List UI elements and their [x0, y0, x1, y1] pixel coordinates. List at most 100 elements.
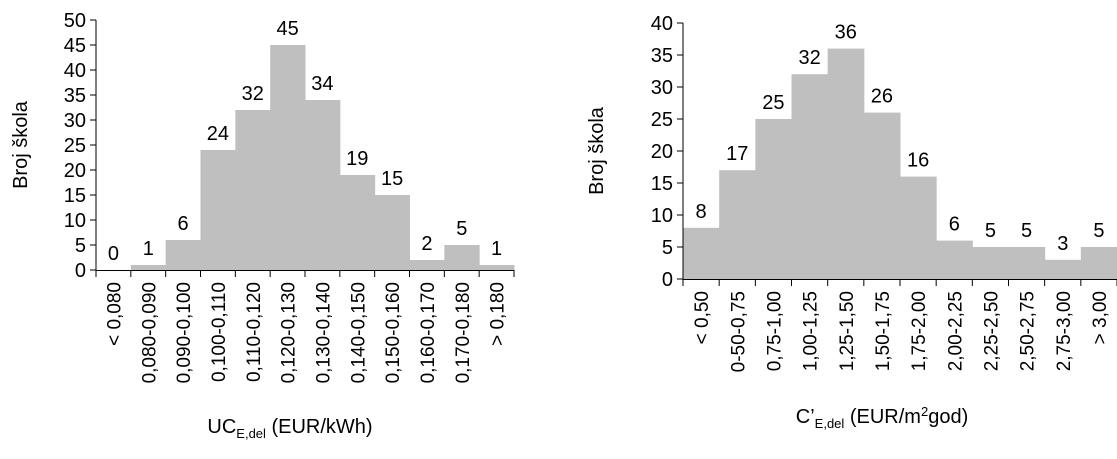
data-label: 17: [726, 143, 748, 165]
data-labels: 8 17 25 32 36 26 16 6 5 5 3 5: [696, 22, 1105, 255]
data-label: 45: [276, 18, 298, 40]
data-label: 36: [835, 22, 857, 44]
x-axis-label: C’E,del (EUR/m2god): [796, 404, 968, 431]
bar: [863, 112, 901, 279]
bar: [791, 74, 829, 279]
x-tick-label: 0,100-0,110: [209, 282, 230, 382]
bar: [409, 260, 445, 270]
x-tick-label: 0,120-0,130: [279, 282, 300, 383]
y-tick-labels: 0 5 10 15 20 25 30 35 40: [651, 13, 673, 291]
data-label: 32: [242, 83, 264, 105]
data-label: 34: [311, 73, 333, 95]
x-tick-label: 2,50-2,75: [1018, 291, 1039, 371]
bar: [1080, 247, 1117, 279]
data-label: 2: [421, 233, 432, 255]
y-tick-label: 30: [64, 110, 86, 132]
x-tick-label: 1,25-1,50: [837, 291, 858, 371]
x-tick-label: 2,00-2,25: [945, 291, 966, 371]
bar: [900, 176, 937, 279]
x-axis-label-unit: (EUR/kWh): [266, 416, 373, 438]
x-tick-labels: < 0,50 0-50-0,75 0,75-1,00 1,00-1,25 1,25-1,…: [692, 291, 1111, 372]
x-tick-label: 2,75-3,00: [1054, 291, 1075, 371]
x-tick-label: > 0,180: [488, 282, 509, 346]
y-tick-label: 5: [75, 235, 86, 257]
x-tick-label: 0,090-0,100: [174, 282, 195, 383]
x-tick-label: 0,140-0,150: [348, 282, 369, 383]
x-tick-label: 2,25-2,50: [981, 291, 1002, 371]
y-tick-label: 0: [75, 260, 86, 282]
bar: [683, 227, 720, 279]
x-tick-labels: < 0,080 0,080-0,090 0,090-0,100 0,100-0,110…: [104, 282, 508, 383]
y-tick-label: 25: [64, 135, 86, 157]
x-tick-label: < 0,080: [104, 282, 125, 346]
y-tick-label: 45: [64, 35, 86, 57]
y-tick-label: 30: [651, 77, 673, 99]
data-label: 0: [108, 243, 119, 265]
bar: [130, 265, 167, 270]
x-tick-label: 1,50-1,75: [873, 291, 894, 371]
bar: [719, 170, 756, 279]
bar: [200, 150, 236, 270]
bar: [339, 175, 376, 270]
y-tick-label: 50: [64, 10, 86, 32]
bar: [1008, 247, 1046, 279]
data-label: 1: [143, 238, 154, 260]
x-tick-label: < 0,50: [692, 291, 713, 344]
bar: [305, 100, 341, 270]
bar: [936, 240, 973, 279]
y-axis-label: Broj škola: [10, 100, 32, 189]
x-axis-label-main: C’: [796, 406, 815, 428]
data-label: 6: [178, 213, 189, 235]
y-tick-label: 40: [651, 13, 673, 35]
data-label: 5: [1093, 220, 1104, 242]
data-label: 19: [346, 148, 368, 170]
bar: [235, 110, 271, 270]
axes: [90, 19, 515, 277]
data-label: 5: [1021, 220, 1032, 242]
x-axis-label-unit: (EUR/m: [844, 406, 921, 428]
x-axis-label-main: UC: [207, 416, 236, 438]
x-axis-label: UCE,del (EUR/kWh): [207, 416, 372, 441]
x-tick-label: 0,75-1,00: [764, 291, 785, 371]
y-tick-label: 5: [662, 237, 673, 259]
data-label: 26: [871, 86, 893, 108]
data-label: 6: [949, 214, 960, 236]
data-label: 1: [491, 238, 502, 260]
x-tick-label: 1,00-1,25: [801, 291, 822, 371]
bar: [1044, 259, 1082, 279]
data-label: 5: [456, 218, 467, 240]
data-label: 25: [762, 92, 784, 114]
y-tick-label: 20: [651, 141, 673, 163]
x-axis-label-subscript: E,del: [815, 416, 845, 431]
x-axis-label-superscript: 2: [921, 404, 928, 419]
bar: [479, 265, 515, 270]
axes: [677, 22, 1117, 286]
x-axis-label-unit-end: god): [928, 406, 968, 428]
y-tick-labels: 0 5 10 15 20 25 30 35 40 45 50: [64, 10, 86, 282]
y-tick-label: 35: [651, 45, 673, 67]
y-axis-label: Broj škola: [586, 106, 608, 195]
x-tick-label: 0-50-0,75: [728, 291, 749, 372]
y-tick-label: 40: [64, 60, 86, 82]
bar: [165, 240, 201, 270]
x-tick-label: 0,080-0,090: [139, 282, 160, 383]
y-tick-label: 10: [64, 210, 86, 232]
bar: [270, 45, 306, 270]
data-label: 15: [381, 168, 403, 190]
bar: [972, 247, 1009, 279]
bar: [374, 195, 410, 270]
bar: [444, 245, 480, 270]
y-tick-label: 35: [64, 85, 86, 107]
y-tick-label: 25: [651, 109, 673, 131]
data-label: 8: [696, 201, 707, 223]
x-tick-label: 0,130-0,140: [313, 282, 334, 383]
y-tick-label: 15: [64, 185, 86, 207]
data-label: 24: [207, 123, 229, 145]
y-tick-label: 10: [651, 205, 673, 227]
bar-series: [683, 48, 1117, 279]
data-label: 16: [907, 150, 929, 172]
